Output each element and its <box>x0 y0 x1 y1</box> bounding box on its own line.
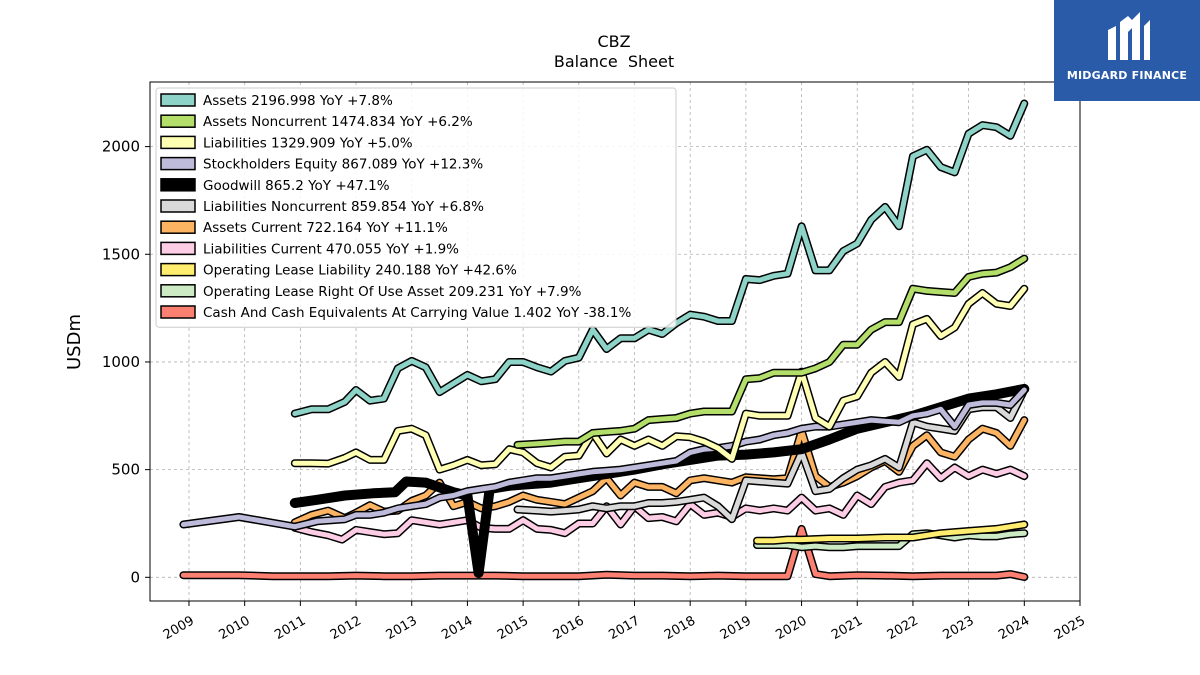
legend: Assets 2196.998 YoY +7.8% Assets Noncurre… <box>155 87 677 328</box>
series-line-operating-lease-right-of-use-asset <box>754 530 1027 550</box>
legend-swatch <box>160 220 196 234</box>
chart-subtitle: Balance Sheet <box>554 52 674 71</box>
legend-swatch <box>160 135 196 150</box>
x-tick-label: 2013 <box>384 613 420 643</box>
x-axis-ticks: 2009 2010 2011 2012 2013 2014 2015 2016 2017 2018… <box>161 601 1088 643</box>
legend-entry: Assets Noncurrent 1474.834 YoY +6.2% <box>203 114 473 130</box>
legend-entry: Goodwill 865.2 YoY +47.1% <box>203 178 390 194</box>
x-tick-label: 2018 <box>662 613 698 643</box>
legend-swatch <box>160 178 196 192</box>
chart-title: CBZ <box>597 32 630 51</box>
legend-swatch <box>160 93 196 107</box>
logo-mark-icon <box>1108 12 1150 60</box>
plot-frame <box>149 81 1081 602</box>
x-tick-label: 2010 <box>217 613 253 643</box>
legend-entry: Liabilities Current 470.055 YoY +1.9% <box>203 241 459 257</box>
legend-entry: Operating Lease Right Of Use Asset 209.2… <box>203 284 582 300</box>
y-axis-ticks: 0 500 1000 1500 2000 <box>102 138 150 586</box>
logo-text: MIDGARD FINANCE <box>1066 69 1188 82</box>
legend-entry: Cash And Cash Equivalents At Carrying Va… <box>203 305 631 321</box>
series-layer <box>179 99 1030 581</box>
x-tick-label: 2009 <box>161 613 197 643</box>
y-tick-label: 1500 <box>102 245 140 263</box>
legend-swatch <box>160 305 196 319</box>
y-tick-label: 500 <box>111 461 140 479</box>
legend-swatch <box>160 262 196 277</box>
x-tick-label: 2017 <box>606 613 642 643</box>
legend-entry: Assets Current 722.164 YoY +11.1% <box>203 220 448 236</box>
x-tick-label: 2012 <box>328 613 364 643</box>
x-tick-label: 2023 <box>940 613 976 643</box>
x-tick-label: 2020 <box>773 613 809 643</box>
legend-swatch <box>160 114 196 128</box>
series-line-liabilities-current <box>292 460 1027 543</box>
series-line-cash-and-cash-equivalents-at-carrying-value <box>180 526 1027 580</box>
x-tick-label: 2019 <box>718 613 754 643</box>
midgard-finance-logo: MIDGARD FINANCE <box>1054 0 1200 101</box>
series-line-stockholders-equity <box>180 387 1027 530</box>
legend-swatch <box>160 284 196 298</box>
series-line-liabilities <box>292 286 1027 473</box>
x-tick-label: 2016 <box>551 613 587 643</box>
legend-entry: Liabilities Noncurrent 859.854 YoY +6.8% <box>203 199 484 215</box>
y-tick-label: 1000 <box>102 353 140 371</box>
x-tick-label: 2015 <box>495 613 531 643</box>
series-line-liabilities-noncurrent <box>515 387 1027 522</box>
x-tick-label: 2022 <box>885 613 921 643</box>
y-axis-label: USDm <box>64 314 85 370</box>
x-tick-label: 2011 <box>272 613 308 643</box>
legend-swatch <box>160 199 196 213</box>
legend-entry: Liabilities 1329.909 YoY +5.0% <box>203 135 413 151</box>
x-tick-label: 2021 <box>829 613 865 643</box>
legend-box <box>155 87 677 328</box>
legend-entry: Stockholders Equity 867.089 YoY +12.3% <box>203 157 483 173</box>
x-tick-label: 2024 <box>996 613 1032 643</box>
legend-entry: Operating Lease Liability 240.188 YoY +4… <box>203 263 517 279</box>
series-line-assets-noncurrent <box>515 256 1027 448</box>
x-tick-label: 2025 <box>1052 613 1088 643</box>
x-tick-label: 2014 <box>439 613 475 643</box>
series-line-operating-lease-liability <box>754 522 1027 544</box>
y-tick-label: 0 <box>130 568 140 586</box>
y-tick-label: 2000 <box>102 138 140 156</box>
legend-swatch <box>160 241 196 256</box>
legend-swatch <box>160 156 196 171</box>
series-line-assets <box>292 101 1027 417</box>
legend-entry: Assets 2196.998 YoY +7.8% <box>203 93 393 109</box>
